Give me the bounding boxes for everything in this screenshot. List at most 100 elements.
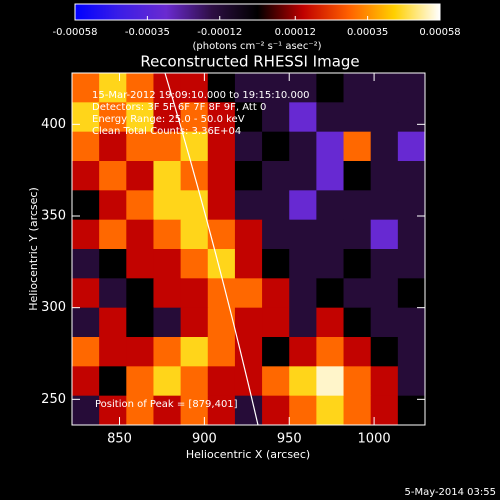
- heat-cell: [72, 219, 100, 250]
- heat-cell: [397, 395, 426, 426]
- heat-cell: [234, 366, 263, 397]
- heat-cell: [262, 161, 290, 191]
- heat-cell: [180, 219, 209, 250]
- heatmap: [72, 73, 426, 426]
- heat-cell: [370, 219, 399, 250]
- heat-cell: [126, 278, 154, 309]
- heat-cell: [397, 278, 426, 309]
- heat-cell: [72, 278, 100, 309]
- heat-cell: [99, 278, 127, 309]
- heat-cell: [370, 249, 399, 279]
- heat-cell: [370, 278, 399, 309]
- heat-cell: [234, 190, 263, 221]
- heat-cell: [153, 190, 182, 221]
- heat-cell: [370, 161, 399, 191]
- heat-cell: [262, 366, 290, 397]
- heat-cell: [234, 131, 263, 162]
- heat-cell: [207, 219, 236, 250]
- heat-cell: [316, 102, 345, 133]
- heat-cell: [316, 366, 345, 397]
- colorbar-tick-label: -0.00035: [125, 27, 170, 38]
- heat-cell: [72, 190, 100, 221]
- heat-cell: [316, 307, 345, 338]
- heat-cell: [126, 337, 154, 367]
- heat-cell: [207, 73, 236, 103]
- heat-cell: [126, 131, 154, 162]
- heat-cell: [99, 366, 127, 397]
- heat-cell: [262, 73, 290, 103]
- heat-cell: [126, 395, 154, 426]
- heat-cell: [207, 249, 236, 279]
- heat-cell: [126, 161, 154, 191]
- heat-cell: [343, 73, 372, 103]
- heat-cell: [153, 131, 182, 162]
- heat-cell: [397, 102, 426, 133]
- heat-cell: [234, 307, 263, 338]
- heat-cell: [234, 73, 263, 103]
- heat-cell: [289, 161, 317, 191]
- heat-cell: [316, 219, 345, 250]
- plot-frame: [71, 72, 426, 426]
- heat-cell: [262, 337, 290, 367]
- chart-title: Reconstructed RHESSI Image: [140, 53, 359, 71]
- colorbar-tick-label: -0.00012: [197, 27, 242, 38]
- annotation: Detectors: 3F 5F 6F 7F 8F 9F, Att 0: [92, 102, 266, 113]
- heat-cell: [397, 73, 426, 103]
- heat-cell: [343, 249, 372, 279]
- heat-cell: [153, 366, 182, 397]
- heat-cell: [99, 249, 127, 279]
- heat-cell: [72, 337, 100, 367]
- heat-cell: [343, 131, 372, 162]
- heat-cell: [99, 395, 127, 426]
- heat-cell: [234, 337, 263, 367]
- heat-cell: [99, 102, 127, 133]
- heat-cell: [126, 73, 154, 103]
- heat-cell: [153, 219, 182, 250]
- heat-cell: [207, 366, 236, 397]
- heat-cell: [72, 366, 100, 397]
- heat-cell: [180, 366, 209, 397]
- heat-cell: [72, 395, 100, 426]
- heat-cell: [316, 337, 345, 367]
- heat-cell: [316, 73, 345, 103]
- heat-cell: [99, 219, 127, 250]
- heat-cell: [289, 190, 317, 221]
- heat-cell: [180, 249, 209, 279]
- y-tick-label: 400: [41, 117, 66, 132]
- heat-cell: [316, 249, 345, 279]
- heat-cell: [289, 366, 317, 397]
- heat-cell: [316, 190, 345, 221]
- colorbar-tick-label: 0.00012: [275, 27, 316, 38]
- heat-cell: [72, 307, 100, 338]
- heat-cell: [397, 161, 426, 191]
- heat-cell: [72, 249, 100, 279]
- heat-cell: [207, 131, 236, 162]
- heat-cell: [262, 131, 290, 162]
- heat-cell: [234, 219, 263, 250]
- heat-cell: [72, 161, 100, 191]
- heat-cell: [180, 102, 209, 133]
- heat-cell: [343, 278, 372, 309]
- heat-cell: [289, 73, 317, 103]
- heat-cell: [289, 249, 317, 279]
- timestamp: 5-May-2014 03:55: [404, 487, 496, 498]
- heat-cell: [289, 307, 317, 338]
- heat-cell: [72, 73, 100, 103]
- heat-cell: [370, 131, 399, 162]
- heat-cell: [262, 190, 290, 221]
- colorbar: [74, 3, 441, 21]
- heat-cell: [234, 102, 263, 133]
- heat-cell: [180, 278, 209, 309]
- x-tick-label: 850: [107, 432, 132, 447]
- heat-cell: [207, 161, 236, 191]
- x-tick-label: 1000: [358, 432, 391, 447]
- heat-cell: [153, 102, 182, 133]
- heat-cell: [370, 395, 399, 426]
- heat-cell: [126, 190, 154, 221]
- heat-cell: [99, 337, 127, 367]
- solar-limb: [164, 72, 259, 426]
- heat-cell: [262, 102, 290, 133]
- heat-cell: [99, 73, 127, 103]
- heat-cell: [397, 307, 426, 338]
